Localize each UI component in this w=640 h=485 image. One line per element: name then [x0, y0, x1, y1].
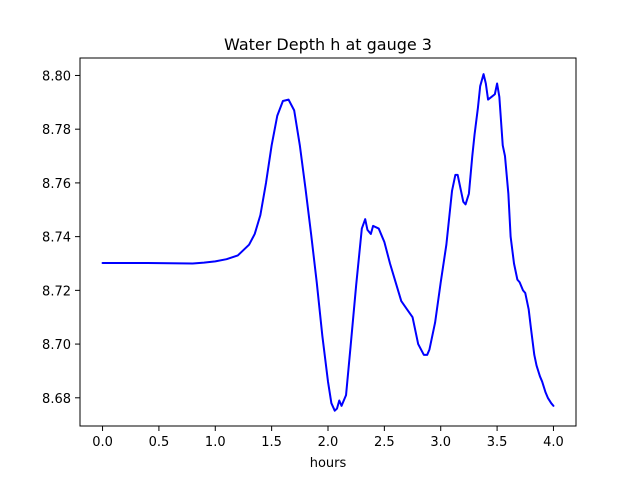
x-tick-label: 0.5	[149, 435, 170, 450]
x-tick-label: 1.5	[261, 435, 282, 450]
x-axis: 0.0 0.5 1.0 1.5 2.0 2.5 3.0 3.5 4.0	[92, 426, 564, 450]
x-tick-label: 2.5	[374, 435, 395, 450]
series-line	[101, 73, 555, 412]
x-tick-label: 3.0	[430, 435, 451, 450]
y-tick-label: 8.80	[42, 69, 71, 84]
x-tick-label: 0.0	[92, 435, 113, 450]
x-tick-label: 2.0	[318, 435, 339, 450]
y-tick-label: 8.78	[42, 123, 71, 138]
y-tick-label: 8.72	[42, 284, 71, 299]
x-tick-label: 3.5	[487, 435, 508, 450]
plot-area	[101, 73, 555, 412]
x-tick-label: 4.0	[543, 435, 564, 450]
y-tick-label: 8.76	[42, 177, 71, 192]
y-tick-label: 8.68	[42, 392, 71, 407]
y-tick-label: 8.70	[42, 338, 71, 353]
x-axis-label: hours	[310, 456, 347, 471]
y-axis: 8.68 8.70 8.72 8.74 8.76 8.78 8.80	[42, 69, 80, 407]
chart-title: Water Depth h at gauge 3	[224, 35, 432, 54]
y-tick-label: 8.74	[42, 231, 71, 246]
x-tick-label: 1.0	[205, 435, 226, 450]
